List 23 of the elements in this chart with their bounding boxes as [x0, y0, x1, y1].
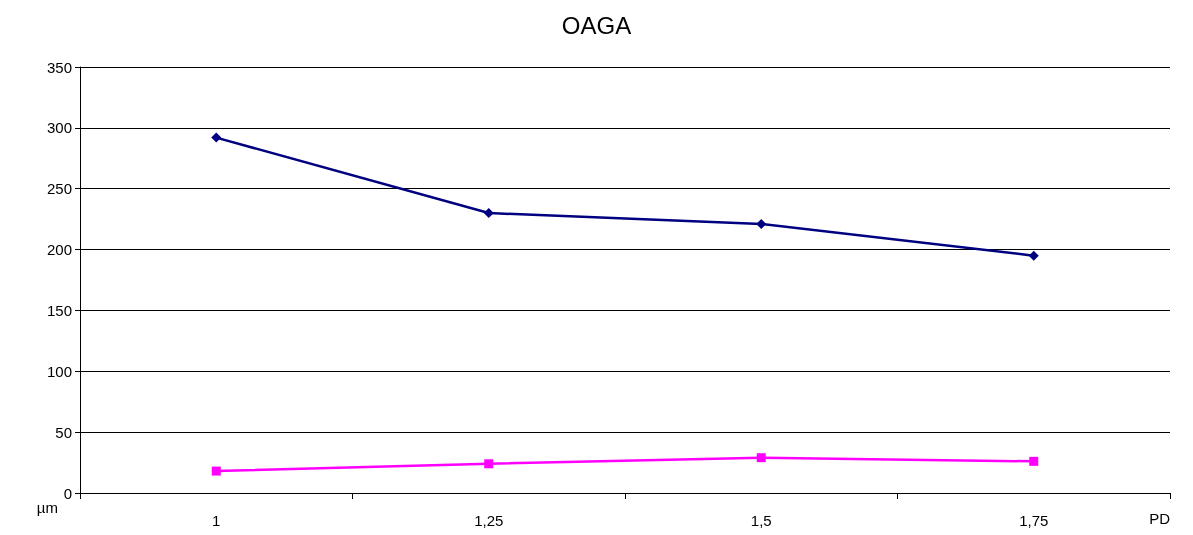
y-tick-label: 300 [46, 119, 72, 137]
y-tick-label: 0 [63, 484, 72, 502]
point [483, 208, 494, 219]
point [211, 132, 222, 143]
y-tick-label: 50 [55, 423, 72, 441]
x-axis-title: PD [1149, 510, 1171, 527]
x-tick-label: 1 [212, 512, 221, 529]
x-tick-label: 1,5 [750, 512, 772, 529]
point [756, 219, 767, 230]
y-tick-label: 100 [46, 362, 72, 380]
point [211, 466, 221, 476]
x-tick-label: 1,75 [1019, 512, 1049, 529]
point [484, 459, 494, 469]
y-tick-label: 150 [46, 301, 72, 319]
chart-title: OAGA [561, 11, 632, 39]
point [1029, 456, 1039, 466]
y-axis-title: µm [36, 499, 58, 517]
y-tick-label: 350 [46, 58, 72, 76]
x-tick-label: 1,25 [474, 512, 504, 529]
point [756, 453, 766, 463]
y-tick-label: 200 [46, 241, 72, 259]
point [1028, 250, 1039, 261]
y-tick-label: 250 [46, 180, 72, 198]
